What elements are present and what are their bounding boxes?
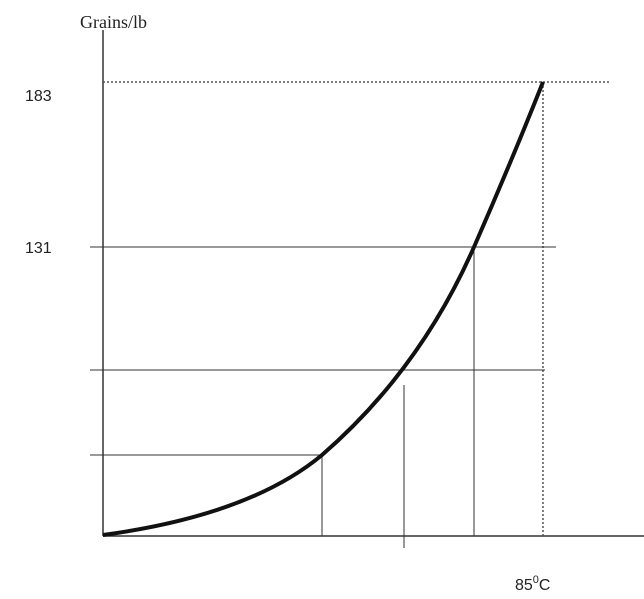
x-label-unit: C	[539, 577, 551, 594]
x-label: 850C	[515, 574, 550, 594]
diagram: Grains/lb 183 131 850C	[0, 0, 644, 599]
y-label: 131	[25, 240, 52, 257]
y-label: 183	[25, 88, 52, 105]
y-axis-title: Grains/lb	[80, 12, 147, 32]
page: {"y_axis": {"title": "Grains/lb", "label…	[0, 0, 644, 599]
x-label-number: 85	[515, 577, 533, 594]
